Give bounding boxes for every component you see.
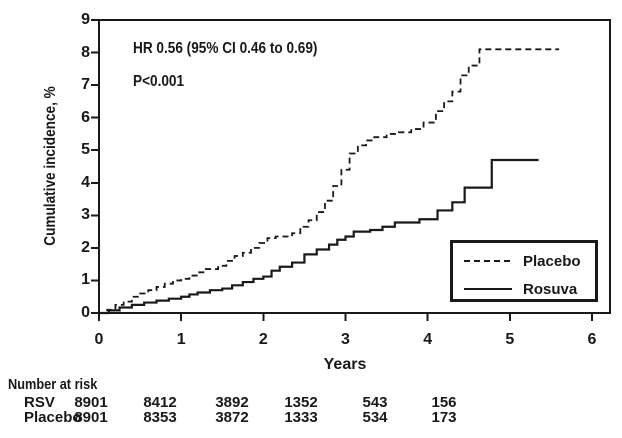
x-tick-label: 6 — [587, 331, 597, 348]
legend-item-placebo: Placebo — [453, 247, 595, 275]
hr-annotation: HR 0.56 (95% CI 0.46 to 0.69) — [133, 40, 318, 57]
rosuva-curve — [99, 158, 539, 315]
legend-label-rosuva: Rosuva — [523, 280, 578, 298]
risk-row-label-placebo: Placebo — [24, 409, 82, 426]
x-tick-label: 0 — [94, 331, 104, 348]
risk-row-label-rsv: RSV — [24, 394, 55, 411]
x-tick-label: 5 — [505, 331, 515, 348]
risk-count: 1333 — [284, 409, 318, 426]
risk-count: 8353 — [143, 409, 177, 426]
y-tick-label: 8 — [81, 43, 90, 61]
placebo-dashed-line-sample — [464, 260, 512, 262]
plot-frame — [98, 19, 611, 314]
risk-count: 1352 — [284, 394, 318, 411]
x-tick-label: 4 — [423, 331, 433, 348]
y-tick-label: 2 — [81, 238, 90, 256]
placebo-curve — [99, 48, 560, 314]
risk-count: 156 — [431, 394, 457, 411]
legend: Placebo Rosuva — [450, 240, 598, 302]
y-tick-label: 5 — [81, 141, 90, 159]
y-tick-label: 0 — [81, 304, 90, 321]
y-tick-label: 3 — [81, 206, 90, 224]
risk-count: 543 — [362, 394, 388, 411]
risk-count: 8901 — [74, 394, 108, 411]
p-value-annotation: P<0.001 — [133, 73, 185, 90]
y-tick-label: 7 — [81, 76, 90, 94]
risk-count: 8412 — [143, 394, 177, 411]
risk-count: 534 — [362, 409, 388, 426]
legend-label-placebo: Placebo — [523, 252, 581, 270]
risk-count: 173 — [431, 409, 457, 426]
risk-table-title: Number at risk — [8, 376, 98, 393]
x-tick-label: 2 — [258, 331, 268, 348]
risk-count: 3892 — [215, 394, 249, 411]
y-tick-label: 9 — [81, 11, 90, 28]
rosuva-solid-line-sample — [464, 288, 512, 290]
x-axis-title: Years — [323, 356, 367, 373]
y-tick-label: 6 — [81, 108, 90, 126]
risk-count: 3872 — [215, 409, 249, 426]
x-tick-label: 3 — [341, 331, 350, 348]
x-tick-label: 1 — [176, 331, 186, 348]
y-axis-title: Cumulative incidence, % — [42, 86, 59, 246]
risk-count: 8901 — [74, 409, 108, 426]
y-tick-label: 4 — [81, 173, 90, 191]
y-tick-label: 1 — [81, 271, 90, 289]
legend-item-rosuva: Rosuva — [453, 275, 595, 303]
